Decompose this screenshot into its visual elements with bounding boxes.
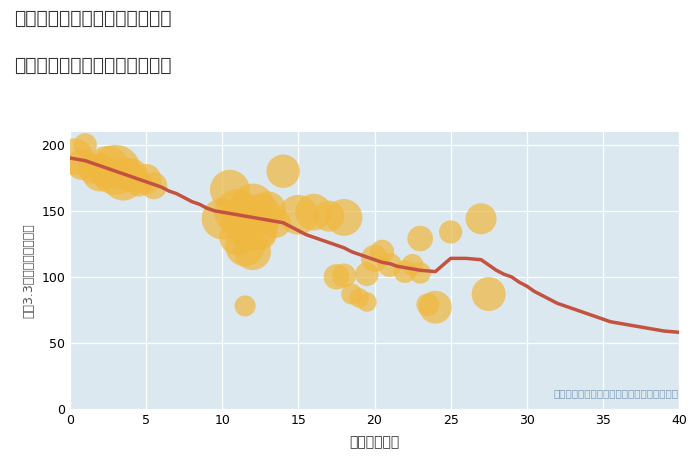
Point [475,215,486,222]
Point [217,215,228,222]
Point [346,290,357,298]
Point [239,302,251,310]
Point [354,294,365,302]
Point [69,153,80,160]
Point [255,229,266,237]
Point [377,248,388,256]
Point [339,272,350,279]
Point [148,182,160,189]
Point [430,304,441,311]
Point [88,165,99,172]
Point [361,270,372,278]
Point [414,235,426,243]
Point [232,234,243,241]
Point [293,211,304,219]
Point [323,212,335,220]
Point [76,161,88,168]
Y-axis label: 坪（3.3㎡）単価（万円）: 坪（3.3㎡）単価（万円） [22,223,36,318]
Point [483,290,494,298]
Point [270,219,281,227]
Point [118,175,129,183]
Point [133,180,144,187]
Point [102,164,113,171]
Point [369,255,380,262]
Point [339,214,350,221]
Point [247,202,258,209]
Text: 築年数別中古マンション坪単価: 築年数別中古マンション坪単価 [14,56,172,75]
Point [125,172,136,179]
Point [247,221,258,229]
Point [331,273,342,281]
Point [445,228,456,236]
Point [80,141,91,149]
Point [110,166,121,173]
Point [422,301,433,308]
Point [224,186,235,194]
Point [239,243,251,250]
Point [414,269,426,277]
Point [361,298,372,306]
Point [239,215,251,222]
Point [399,268,410,275]
Text: 円の大きさは、取引のあった物件面積を示す: 円の大きさは、取引のあった物件面積を示す [554,388,679,398]
Point [262,206,274,213]
Point [95,169,106,176]
Point [255,211,266,219]
Point [308,208,319,216]
X-axis label: 築年数（年）: 築年数（年） [349,435,400,449]
Point [407,261,418,269]
Point [141,175,152,183]
Point [247,248,258,256]
Point [277,167,289,175]
Point [384,261,395,269]
Text: 神奈川県横浜市中区本牧大里町: 神奈川県横浜市中区本牧大里町 [14,9,172,28]
Point [232,208,243,216]
